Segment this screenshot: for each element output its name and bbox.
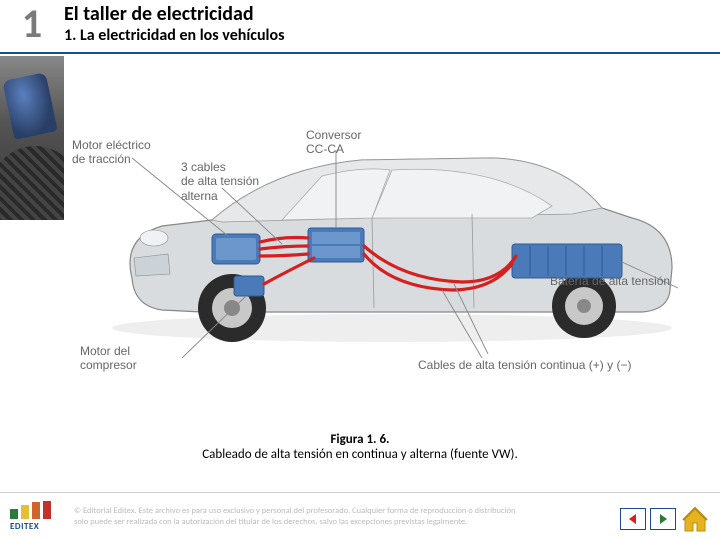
component-hv-battery bbox=[512, 244, 622, 278]
side-decorative-photo bbox=[0, 56, 64, 220]
component-compressor bbox=[234, 276, 264, 296]
home-icon bbox=[680, 504, 710, 534]
label-conversor: Conversor CC-CA bbox=[306, 128, 361, 157]
slide-page: 1 El taller de electricidad 1. La electr… bbox=[0, 0, 720, 540]
copyright-line2: solo puede ser realizada con la autoriza… bbox=[74, 517, 710, 528]
figure-area bbox=[72, 58, 712, 428]
copyright-line1: © Editorial Editex. Este archivo es para… bbox=[74, 506, 710, 517]
copyright-text: © Editorial Editex. Este archivo es para… bbox=[74, 506, 710, 527]
label-cables-continua: Cables de alta tensión continua (+) y (−… bbox=[418, 358, 631, 372]
component-converter bbox=[308, 228, 364, 262]
car-cutaway-diagram bbox=[72, 58, 712, 358]
home-button[interactable] bbox=[680, 504, 710, 534]
publisher-logo: EDITEX bbox=[10, 501, 64, 533]
next-button[interactable] bbox=[650, 508, 676, 530]
label-bateria: Batería de alta tensión bbox=[550, 274, 670, 288]
label-cables-alterna: 3 cables de alta tensión alterna bbox=[181, 160, 259, 203]
slide-header: 1 El taller de electricidad 1. La electr… bbox=[0, 0, 720, 54]
logo-text: EDITEX bbox=[10, 521, 64, 532]
section-title: 1. La electricidad en los vehículos bbox=[64, 26, 720, 47]
label-motor-electrico: Motor eléctrico de tracción bbox=[72, 138, 151, 167]
slide-footer: EDITEX © Editorial Editex. Este archivo … bbox=[0, 492, 720, 540]
figure-caption: Figura 1. 6. Cableado de alta tensión en… bbox=[0, 432, 720, 462]
triangle-right-icon bbox=[657, 513, 669, 525]
prev-button[interactable] bbox=[620, 508, 646, 530]
nav-controls bbox=[620, 504, 710, 534]
logo-bars-icon bbox=[10, 501, 64, 519]
header-text-block: El taller de electricidad 1. La electric… bbox=[64, 0, 720, 47]
label-motor-compresor: Motor del compresor bbox=[80, 344, 137, 373]
caption-text: Cableado de alta tensión en continua y a… bbox=[202, 447, 518, 462]
component-traction-motor bbox=[212, 234, 260, 264]
triangle-left-icon bbox=[627, 513, 639, 525]
caption-title: Figura 1. 6. bbox=[330, 432, 389, 447]
chapter-title: El taller de electricidad bbox=[64, 2, 720, 26]
unit-number: 1 bbox=[0, 0, 64, 48]
